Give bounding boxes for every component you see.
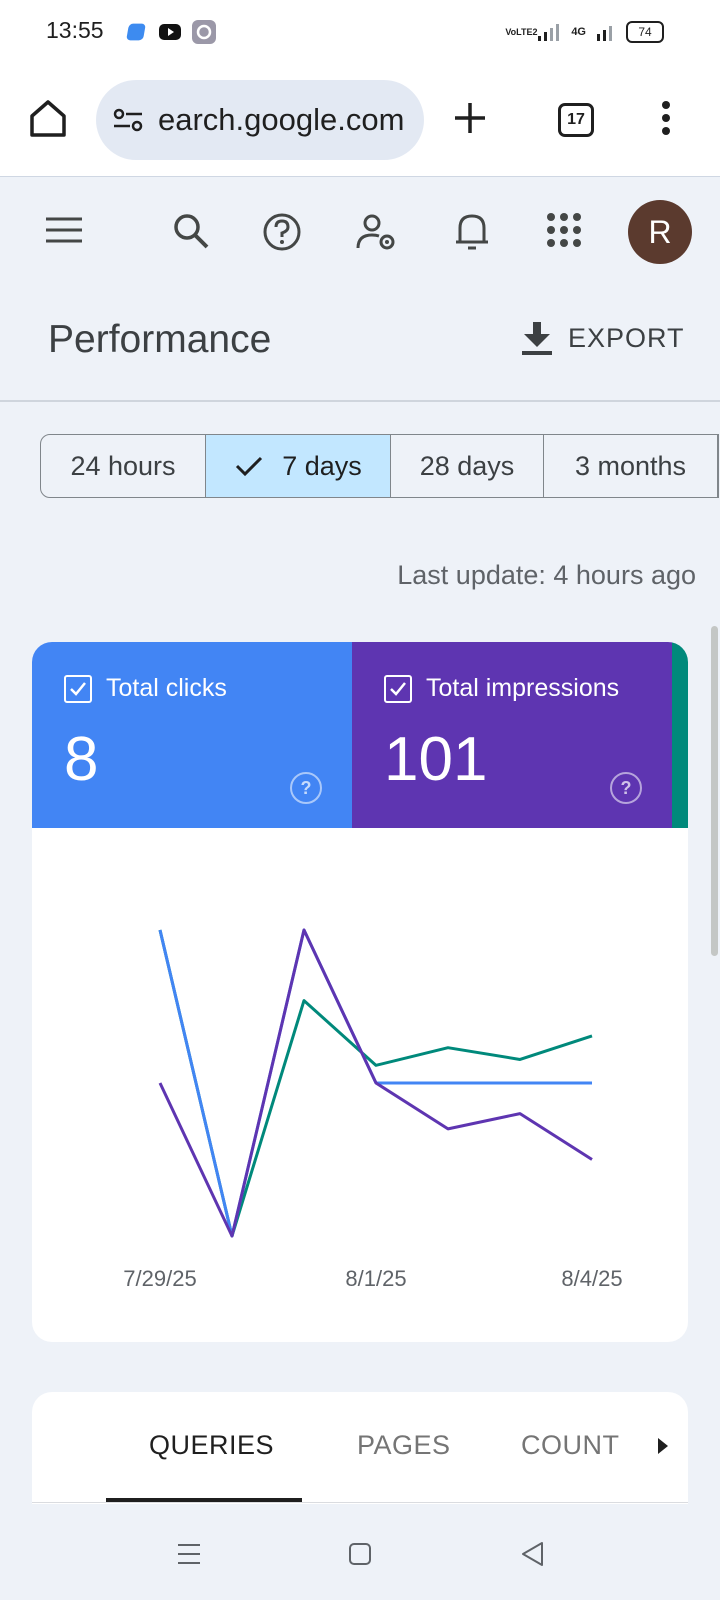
new-tab-icon[interactable] [452,100,488,141]
chip-label: 24 hours [70,450,176,481]
help-icon[interactable] [262,212,302,257]
recent-apps-icon[interactable] [176,1542,202,1571]
chip-24-hours[interactable]: 24 hours [41,435,206,497]
page-title: Performance [48,318,272,361]
battery-level: 74 [638,25,652,39]
battery-icon: 74 [626,21,664,43]
avatar-letter: R [648,213,672,250]
chip-7-days[interactable]: 7 days [206,435,391,497]
tab-queries[interactable]: QUERIES [149,1430,275,1460]
notifications-icon[interactable] [454,210,490,257]
site-settings-icon[interactable] [112,104,144,141]
scrollbar[interactable] [711,626,718,956]
system-navigation-bar [0,1504,720,1600]
network-type-label: 4G [571,26,586,38]
url-text[interactable]: earch.google.com [158,102,405,137]
browser-menu-icon[interactable] [660,100,672,141]
metric-value: 8 [64,725,99,794]
status-bar: 13:55 VoLTE2 4G 74 [0,0,720,64]
chip-3-months[interactable]: 3 months [544,435,718,497]
app-notification-icon [126,23,146,41]
back-icon[interactable] [520,1540,544,1573]
metric-label: Total clicks [106,674,227,702]
status-time: 13:55 [46,17,104,43]
browser-toolbar: earch.google.com 17 [0,64,720,177]
export-button[interactable]: EXPORT [520,320,685,356]
users-settings-icon[interactable] [356,212,398,257]
chip-label: 3 months [574,450,687,481]
help-icon[interactable]: ? [610,772,642,804]
avatar[interactable]: R [628,200,692,264]
help-icon[interactable]: ? [290,772,322,804]
metric-tile-partial[interactable] [672,642,688,828]
chip-label: 7 days [282,450,362,481]
apps-grid-icon[interactable] [546,212,582,253]
metric-label-row: Total clicks [64,674,227,703]
address-bar[interactable]: earch.google.com [96,80,424,160]
volte-icon: VoLTE2 [505,26,538,37]
home-button-icon[interactable] [348,1542,372,1571]
menu-icon[interactable] [44,214,84,251]
check-icon [236,456,263,477]
tab-pages[interactable]: PAGES [357,1430,451,1460]
search-icon[interactable] [172,212,210,255]
metric-tile-impressions[interactable]: Total impressions 101 ? [352,642,672,828]
youtube-icon [158,20,182,44]
download-icon [522,322,552,355]
checkbox-checked-icon[interactable] [64,674,92,703]
tabs-divider [32,1502,688,1503]
metric-tile-clicks[interactable]: Total clicks 8 ? [32,642,352,828]
chip-label: 28 days [419,450,515,481]
chip-28-days[interactable]: 28 days [391,435,544,497]
active-tab-indicator [106,1498,302,1502]
header-divider [0,400,720,402]
signal-icon-2 [597,26,612,41]
settings-notification-icon [192,20,216,44]
tab-countries[interactable]: COUNT [521,1430,620,1460]
checkbox-checked-icon[interactable] [384,674,412,703]
last-update-text: Last update: 4 hours ago [397,560,696,590]
date-range-selector: 24 hours 7 days 28 days 3 months [40,434,719,498]
status-indicators: VoLTE2 4G 74 [505,18,664,46]
scroll-right-icon[interactable] [656,1436,670,1461]
home-icon[interactable] [26,96,70,145]
tab-switcher-button[interactable]: 17 [558,103,594,137]
tab-count: 17 [567,111,585,128]
metric-label-row: Total impressions [384,674,619,703]
performance-card: Total clicks 8 ? Total impressions 101 ? [32,642,688,1342]
metric-label: Total impressions [426,674,620,702]
signal-icon [538,24,560,41]
export-label: EXPORT [568,322,685,353]
metric-value: 101 [384,725,488,794]
